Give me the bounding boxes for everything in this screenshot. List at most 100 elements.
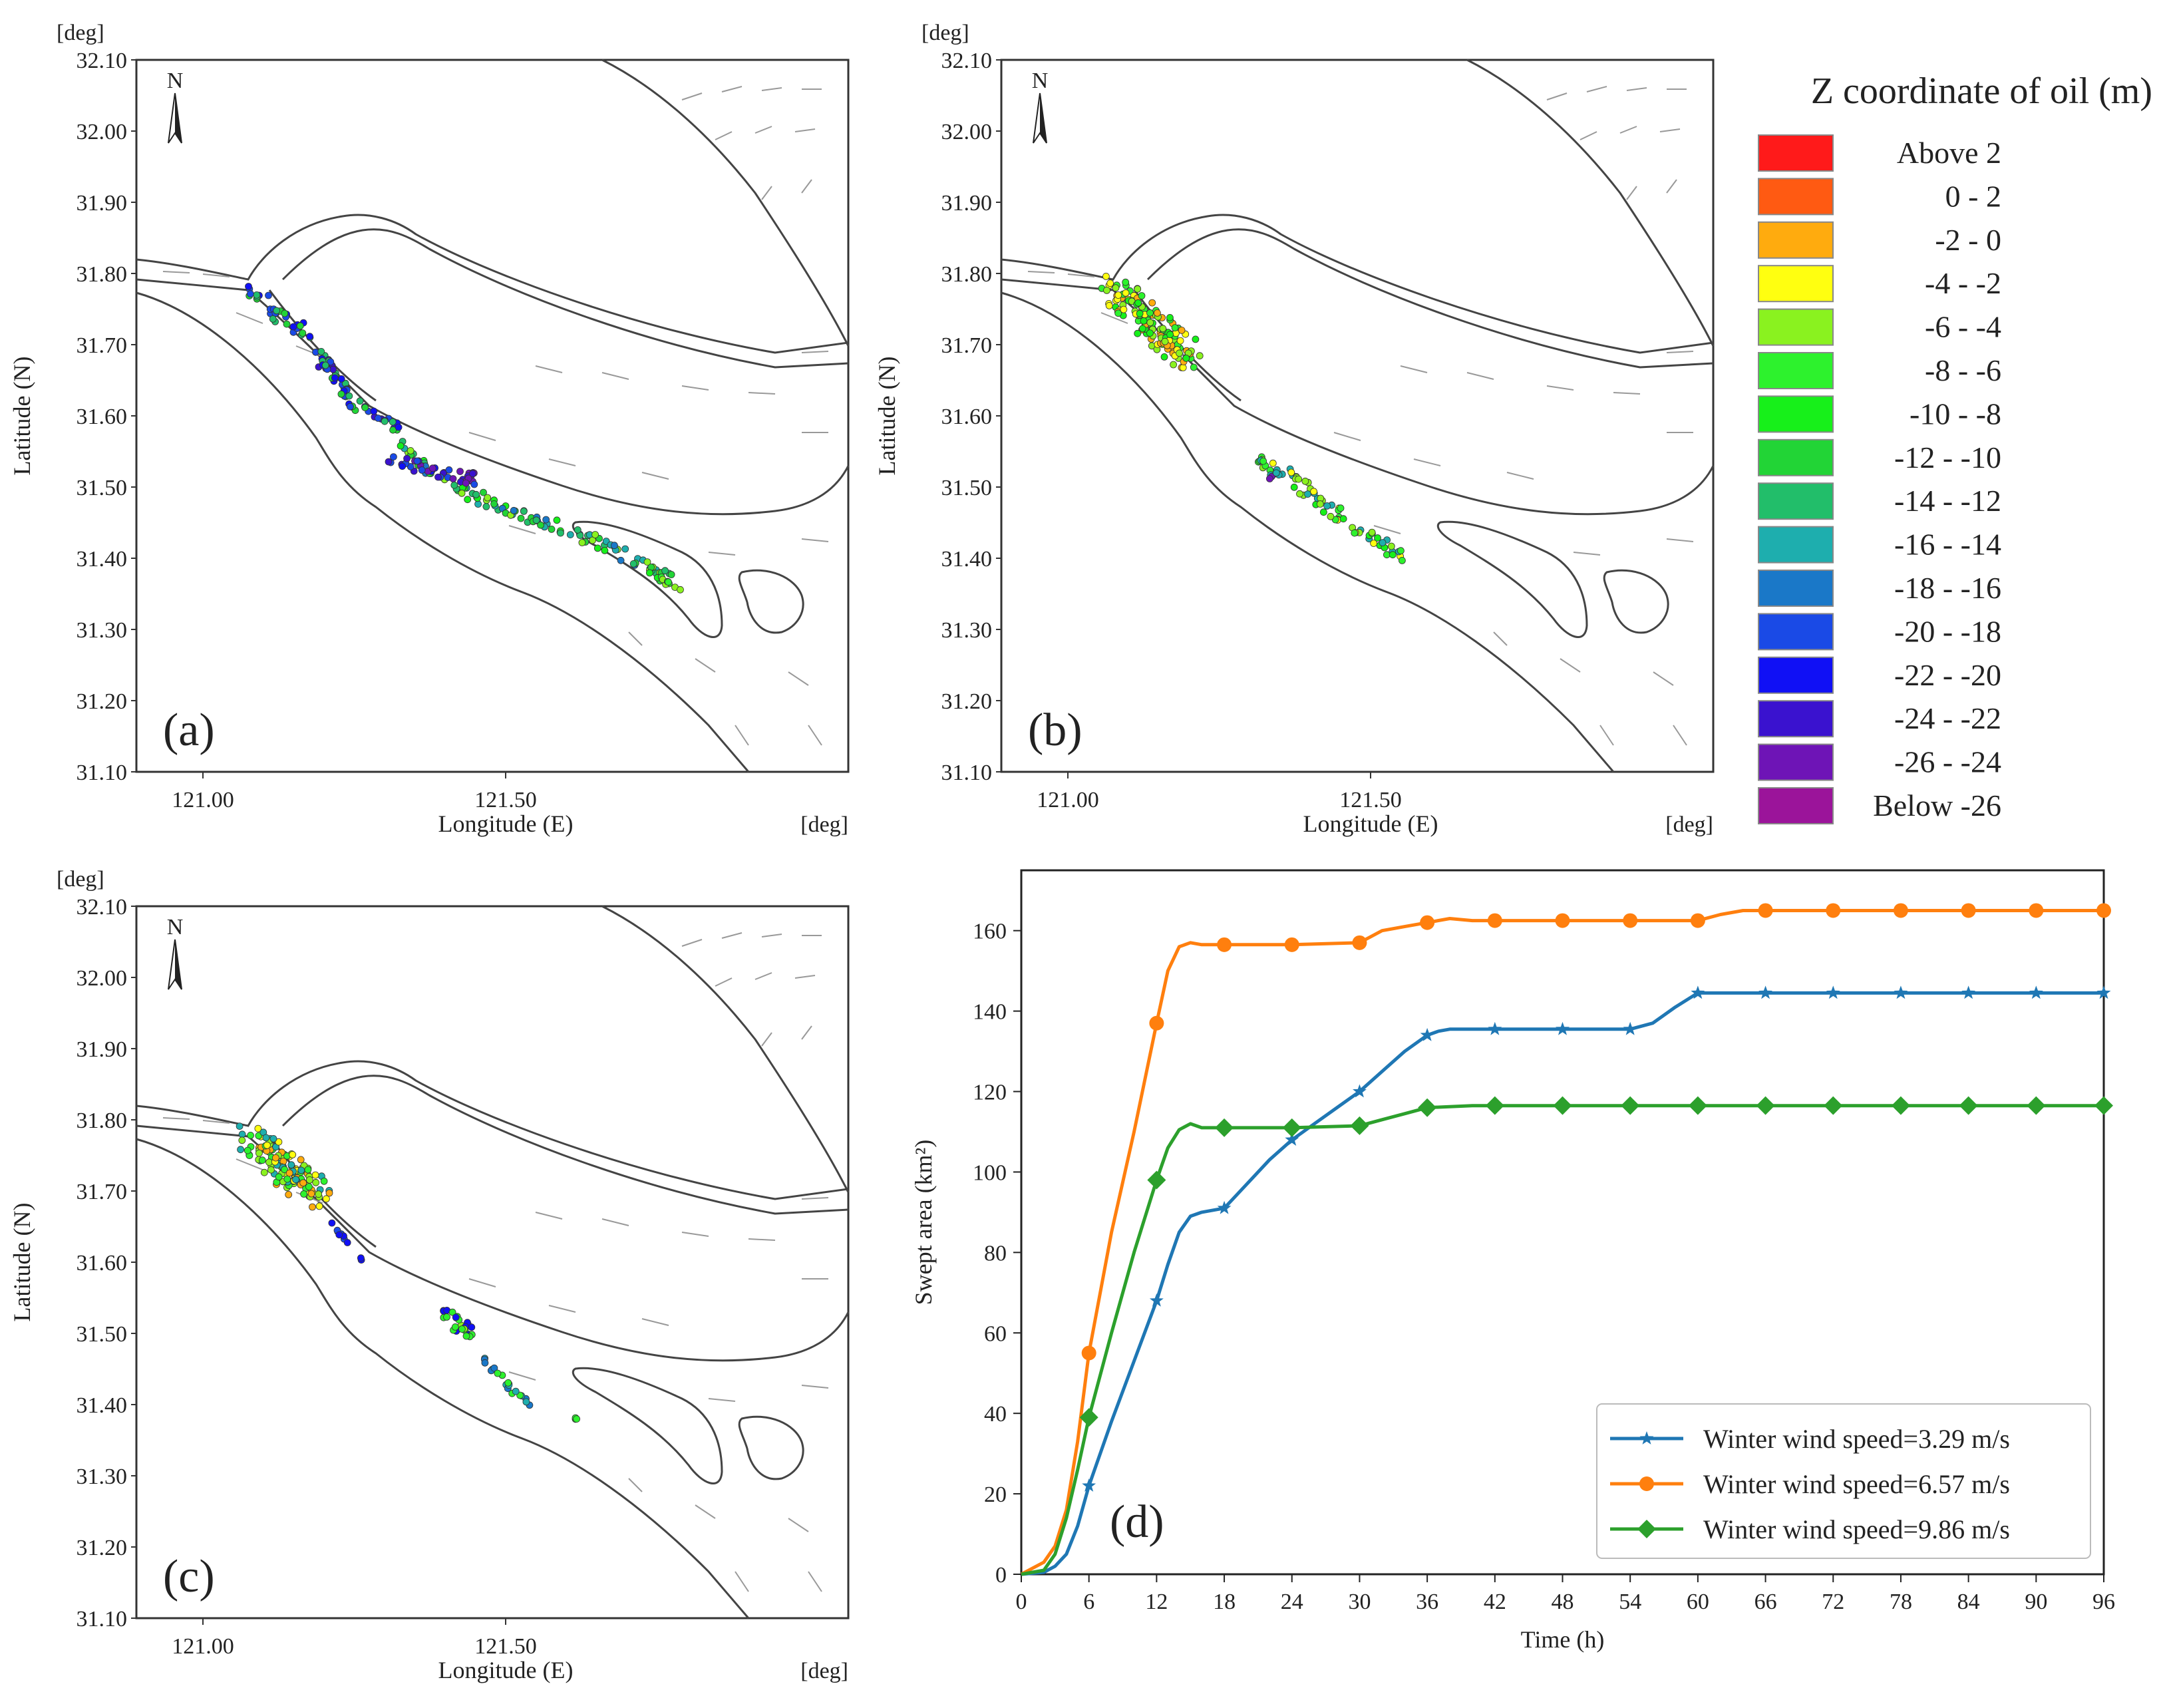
oil-particle [1166, 331, 1174, 339]
lat-tick-label: 31.60 [941, 405, 993, 429]
oil-particle [1368, 528, 1376, 536]
legend-item: -6 - -4 [1758, 308, 2001, 346]
oil-particle [275, 1173, 283, 1181]
oil-particle [1106, 279, 1114, 287]
y-tick-label: 20 [984, 1482, 1007, 1507]
oil-particle [1287, 468, 1295, 476]
x-tick-label: 24 [1281, 1590, 1303, 1614]
oil-particle [395, 423, 403, 431]
legend-item: -24 - -22 [1758, 700, 2001, 738]
oil-particle [1102, 272, 1110, 280]
panel-label: (a) [163, 705, 215, 756]
data-point [1282, 1118, 1301, 1137]
north-arrow-shade [1040, 93, 1047, 143]
x-tick-label: 54 [1619, 1590, 1641, 1614]
oil-particle [285, 1190, 293, 1198]
oil-particle [399, 462, 407, 470]
data-point [1826, 903, 1841, 918]
map-frame [1000, 59, 1715, 773]
legend-label: -6 - -4 [1925, 310, 2001, 344]
legend-label: -22 - -20 [1894, 658, 2001, 692]
map-x-axis-label: Longitude (E) [438, 810, 574, 837]
oil-particle [1295, 475, 1303, 483]
lat-tick-label: 31.40 [77, 1393, 128, 1418]
lon-unit-label: [deg] [1665, 812, 1713, 837]
oil-particle [1190, 363, 1198, 371]
oil-particle [470, 480, 478, 488]
oil-particle [1105, 301, 1113, 309]
map-panel-c: N 32.10 32.00 31.90 31.80 31.70 31.60 31.50 31.4… [9, 867, 850, 1683]
legend-swatch [1758, 570, 1834, 607]
series-line [1021, 1104, 2104, 1576]
oil-particle [397, 442, 405, 450]
oil-particle [335, 1231, 343, 1239]
lat-unit-label: [deg] [57, 21, 104, 45]
lat-tick-label: 31.60 [77, 405, 128, 429]
legend-label: -16 - -14 [1894, 528, 2001, 562]
legend-label: -2 - 0 [1935, 223, 2001, 257]
oil-particle [1159, 325, 1167, 333]
lat-tick-label: 31.40 [941, 547, 993, 572]
north-arrow: N [1032, 69, 1048, 144]
legend-label: Above 2 [1897, 136, 2001, 170]
data-point [1147, 1170, 1166, 1190]
data-point [1691, 985, 1705, 999]
x-tick-label: 0 [1016, 1590, 1027, 1614]
oil-particle [283, 320, 291, 328]
legend-label: -26 - -24 [1894, 745, 2001, 779]
y-tick-label: 140 [973, 1000, 1007, 1025]
oil-particle [573, 1415, 580, 1423]
lon-tick-label: 121.50 [474, 1634, 537, 1659]
y-tick-label: 60 [984, 1321, 1007, 1346]
map-y-axis-label: Latitude (N) [9, 357, 35, 476]
oil-particle [1103, 286, 1110, 294]
legend-item: -26 - -24 [1758, 743, 2001, 781]
oil-particle [1170, 361, 1178, 369]
data-point [1758, 903, 1773, 918]
lat-tick-label: 31.20 [941, 689, 993, 714]
oil-particle [548, 526, 556, 533]
oil-particle [1176, 349, 1183, 357]
lat-tick-label: 31.10 [77, 761, 128, 785]
oil-particle [322, 1195, 330, 1203]
oil-particle [246, 290, 254, 298]
data-point [1149, 1293, 1164, 1307]
x-axis-label: Time (h) [1521, 1626, 1605, 1653]
oil-particle [1389, 551, 1397, 559]
oil-particle [307, 1190, 315, 1198]
oil-particle [1182, 354, 1190, 362]
x-tick-label: 30 [1348, 1590, 1371, 1614]
oil-particle [452, 1313, 460, 1321]
lat-tick-label: 31.20 [77, 689, 128, 714]
legend-item: 0 - 2 [1758, 178, 2001, 216]
oil-particle [667, 571, 675, 578]
legend-item: -18 - -16 [1758, 570, 2001, 607]
oil-particle [601, 547, 609, 554]
oil-particle [247, 1131, 255, 1139]
oil-particle [1296, 490, 1303, 498]
legend-label: Below -26 [1873, 788, 2001, 822]
oil-particle [1337, 504, 1345, 512]
oil-particle [522, 1398, 530, 1406]
data-point [1418, 1098, 1437, 1117]
oil-particle [331, 374, 339, 382]
oil-particle [1339, 515, 1347, 523]
legend-swatch [1758, 265, 1834, 303]
oil-particle [472, 490, 480, 498]
data-point [2096, 985, 2111, 999]
data-point [1826, 985, 1840, 999]
oil-particle [381, 417, 389, 425]
oil-particle [413, 457, 421, 465]
oil-particle [403, 454, 411, 462]
oil-particle [356, 397, 364, 405]
oil-particle [1138, 325, 1146, 333]
lon-tick-label: 121.50 [474, 788, 537, 812]
oil-particle [407, 447, 415, 454]
data-point [1959, 1096, 1978, 1115]
oil-particle [283, 1175, 291, 1183]
y-tick-label: 160 [973, 920, 1007, 944]
data-point [1081, 1345, 1096, 1361]
oil-particle [327, 358, 335, 366]
oil-particle [1374, 534, 1381, 542]
